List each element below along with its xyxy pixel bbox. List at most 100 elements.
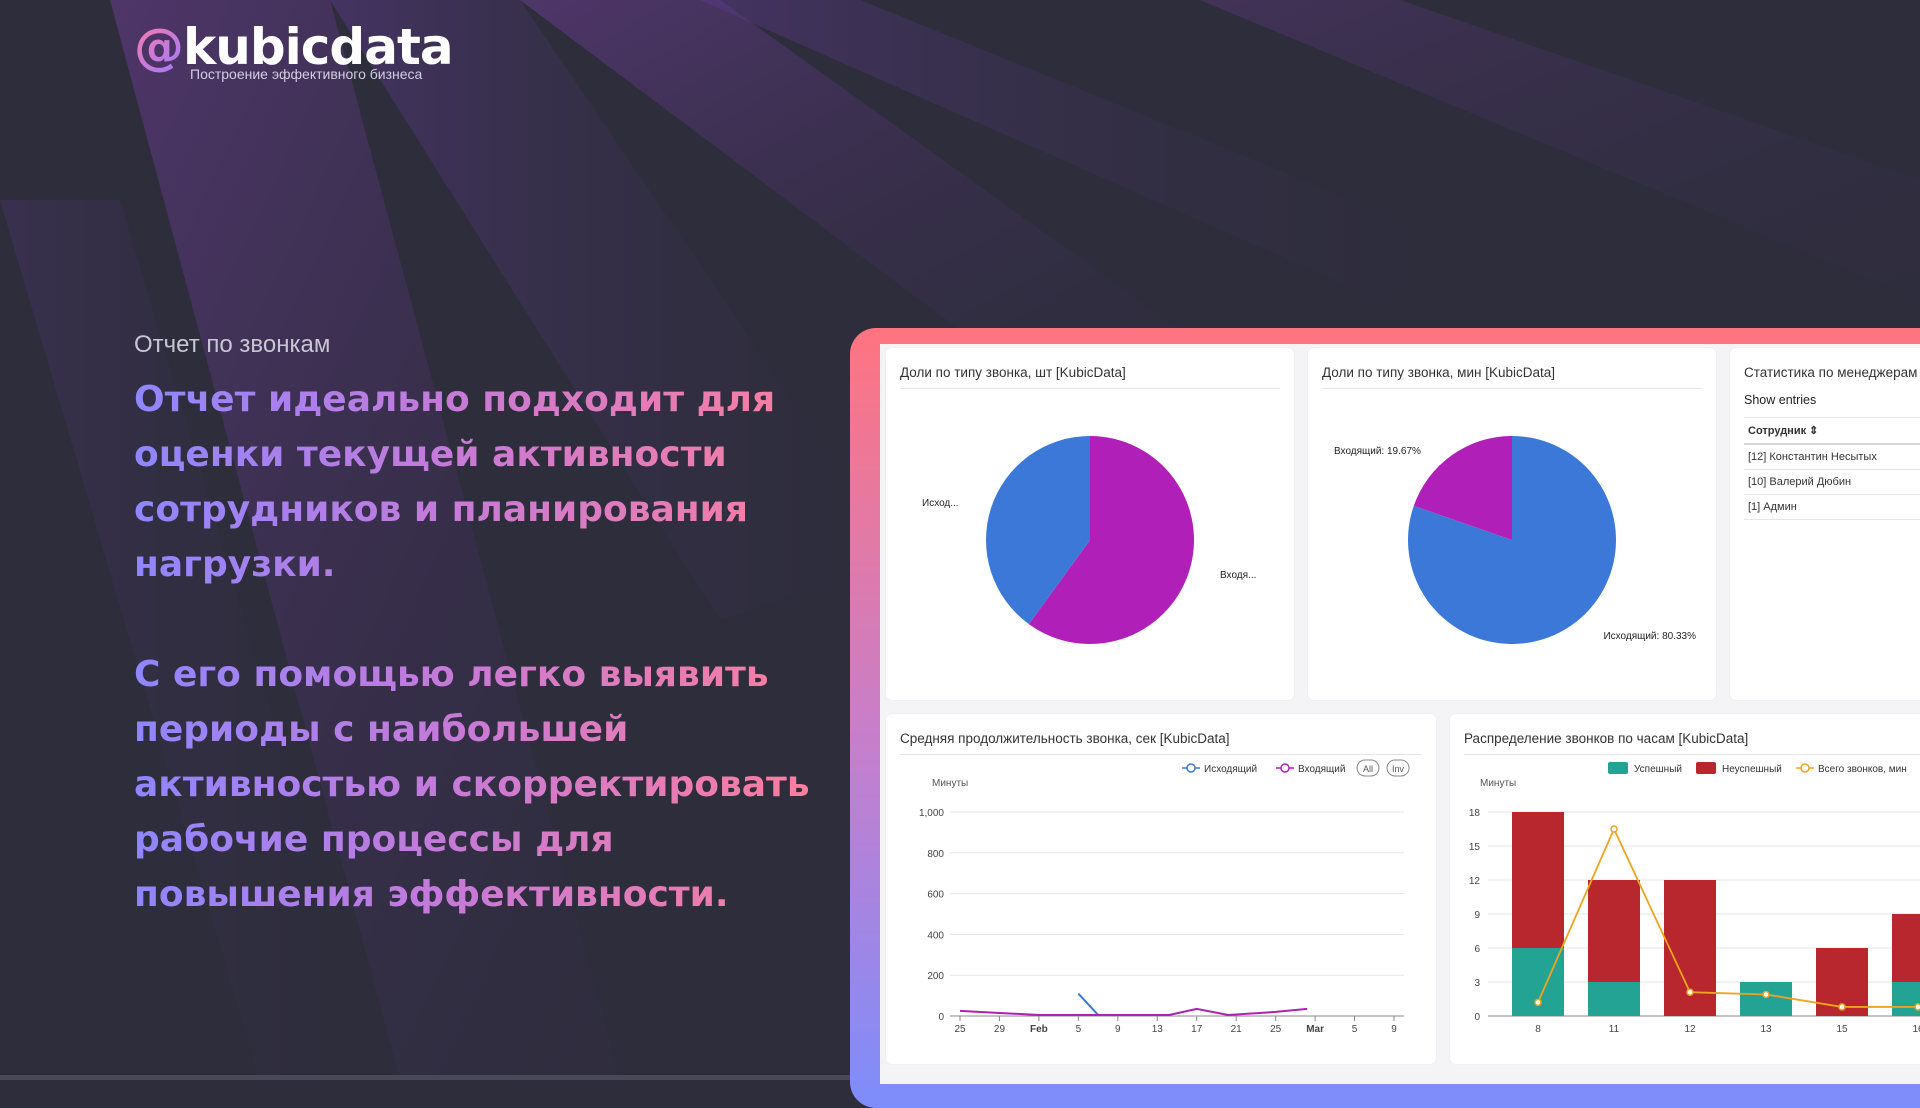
legend-marker (1800, 763, 1810, 773)
line-series (1077, 992, 1099, 1016)
bar-fail (1512, 812, 1564, 948)
pie-label: Исходящий: 80.33% (1603, 631, 1696, 642)
y-axis-label: Минуты (932, 778, 968, 789)
x-tick-label: 9 (1391, 1024, 1397, 1035)
total-point (1686, 988, 1694, 996)
x-tick-label: Feb (1030, 1024, 1048, 1035)
legend-marker (1186, 763, 1196, 773)
y-tick-label: 0 (1474, 1012, 1480, 1023)
y-tick-label: 200 (927, 971, 944, 982)
y-tick-label: 12 (1469, 876, 1481, 887)
pie-minutes-card: Доли по типу звонка, мин [KubicData] Исх… (1308, 348, 1716, 700)
y-tick-label: 0 (938, 1012, 944, 1023)
background-streaks (0, 0, 1920, 1080)
x-tick-label: 17 (1191, 1024, 1203, 1035)
table-row[interactable]: [10] Валерий Дюбин (1744, 470, 1920, 495)
total-point (1762, 990, 1770, 999)
legend-label: Входящий (1298, 764, 1345, 775)
legend-label: Неуспешный (1722, 764, 1782, 775)
pie-count-chart: Исход... Входя... (922, 436, 1256, 644)
x-tick-label: Mar (1306, 1024, 1324, 1035)
x-tick-label: 9 (1115, 1024, 1121, 1035)
line-series (959, 1007, 1308, 1016)
pie-count-title: Доли по типу звонка, шт [KubicData] (900, 365, 1280, 389)
legend-label: Успешный (1634, 764, 1682, 775)
pie-slice (1028, 436, 1194, 644)
y-tick-label: 9 (1474, 910, 1480, 921)
show-entries-control[interactable]: Show entries (1744, 393, 1817, 407)
pitch-text: Отчет идеально подходит для оценки текущ… (134, 372, 834, 977)
bar-success (1892, 982, 1920, 1016)
by-hour-card: Распределение звонков по часам [KubicDat… (1450, 714, 1920, 1064)
pie-minutes-title: Доли по типу звонка, мин [KubicData] (1322, 365, 1702, 389)
total-line (1537, 826, 1918, 1008)
y-axis-label: Минуты (1480, 778, 1516, 789)
total-point (1534, 998, 1542, 1007)
stats-card: Статистика по менеджерам Show entries Со… (1730, 348, 1920, 700)
pitch-paragraph-1: Отчет идеально подходит для оценки текущ… (134, 379, 776, 585)
x-tick-label: 13 (1760, 1024, 1772, 1035)
logo-wordmark: @kubicdata (134, 22, 454, 72)
stats-column-header[interactable]: Сотрудник ⇕ (1744, 417, 1920, 445)
legend-toggle-button (1356, 759, 1380, 777)
y-tick-label: 800 (927, 849, 944, 860)
logo-tagline: Построение эффективного бизнеса (190, 66, 423, 82)
total-point (1838, 1003, 1846, 1011)
legend-toggle-label: All (1363, 764, 1373, 774)
y-tick-label: 600 (927, 890, 944, 901)
dashboard-screenshot: Доли по типу звонка, шт [KubicData] Исхо… (880, 344, 1920, 1084)
y-tick-label: 1,000 (919, 808, 944, 819)
pie-label: Исход... (922, 498, 959, 509)
by-hour-chart: Минуты 0 3 6 9 12 15 18 8 11 12 13 15 16 Успешный Неусп… (1469, 762, 1920, 1035)
bar-fail (1588, 880, 1640, 982)
brand-logo: @kubicdata Построение эффективного бизне… (134, 22, 454, 82)
stats-table: Show entries Сотрудник ⇕ [12] Константин… (1744, 393, 1920, 520)
pitch-paragraph-2: С его помощью легко выявить периоды с на… (134, 654, 810, 915)
x-tick-label: 5 (1076, 1024, 1082, 1035)
legend-label: Всего звонков, мин (1818, 764, 1907, 775)
table-row[interactable]: [12] Константин Несытых (1744, 445, 1920, 470)
y-tick-label: 15 (1469, 842, 1481, 853)
legend-swatch (1696, 762, 1716, 774)
pie-count-card: Доли по типу звонка, шт [KubicData] Исхо… (886, 348, 1294, 700)
section-title: Отчет по звонкам (134, 331, 331, 358)
bar-success (1740, 982, 1792, 1016)
x-tick-label: 25 (1270, 1024, 1282, 1035)
x-tick-label: 11 (1609, 1024, 1620, 1035)
pie-minutes-chart: Исходящий: 80.33% Входящий: 19.67% (1334, 436, 1696, 644)
bottom-divider (0, 1075, 850, 1080)
legend-label: Исходящий (1204, 764, 1257, 775)
x-tick-label: 13 (1152, 1024, 1164, 1035)
x-tick-label: 25 (954, 1024, 966, 1035)
y-tick-label: 400 (927, 930, 944, 941)
total-point (1914, 1003, 1920, 1011)
legend-marker (1280, 763, 1290, 773)
legend-swatch (1608, 762, 1628, 774)
avg-duration-title: Средняя продолжительность звонка, сек [K… (900, 731, 1422, 755)
x-tick-label: 21 (1231, 1024, 1243, 1035)
y-tick-label: 18 (1469, 808, 1481, 819)
x-tick-label: 5 (1352, 1024, 1358, 1035)
avg-duration-chart: Минуты 0 200 400 600 800 1,000 25 29 Feb 5 9 13 17 21 2… (919, 759, 1410, 1035)
x-tick-label: 29 (994, 1024, 1006, 1035)
pie-label: Входящий: 19.67% (1334, 446, 1421, 457)
x-tick-label: 16 (1912, 1024, 1920, 1035)
pie-label: Входя... (1220, 570, 1256, 581)
by-hour-title: Распределение звонков по часам [KubicDat… (1464, 731, 1920, 755)
x-tick-label: 8 (1535, 1024, 1541, 1035)
logo-text: kubicdata (183, 18, 454, 76)
stats-title: Статистика по менеджерам (1744, 365, 1918, 380)
y-tick-label: 6 (1474, 944, 1480, 955)
x-tick-label: 15 (1836, 1024, 1848, 1035)
pie-slice (986, 436, 1090, 625)
legend-toggle-button (1386, 759, 1410, 777)
x-tick-label: 12 (1684, 1024, 1696, 1035)
logo-at-sign: @ (134, 18, 184, 76)
legend-toggle-label: Inv (1392, 764, 1405, 774)
bar-success (1588, 982, 1640, 1016)
avg-duration-card: Средняя продолжительность звонка, сек [K… (886, 714, 1436, 1064)
table-row[interactable]: [1] Админ (1744, 495, 1920, 520)
y-tick-label: 3 (1474, 978, 1480, 989)
pie-slice (1413, 436, 1512, 540)
bar-fail (1892, 914, 1920, 982)
